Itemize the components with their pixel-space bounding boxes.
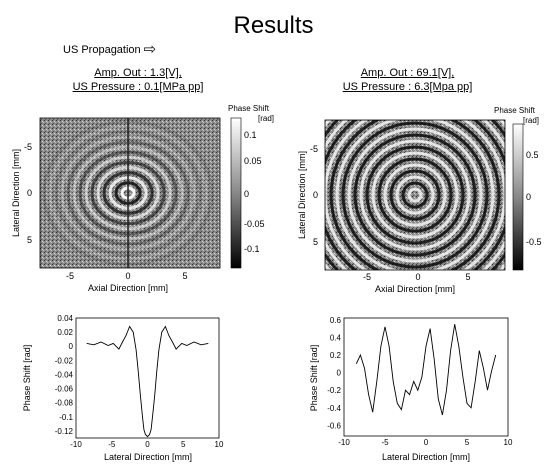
left-line-xlabel: Lateral Direction [mm]	[104, 452, 192, 462]
left-map-xlabel: Axial Direction [mm]	[88, 283, 168, 293]
left-line-plot-frame	[75, 317, 220, 439]
left-line-ytick: -0.08	[55, 399, 74, 408]
right-line-ytick: -0.6	[327, 421, 341, 430]
right-line-plot-frame	[343, 317, 509, 437]
left-xtick: -5	[66, 271, 74, 281]
right-us-pressure: US Pressure : 6.3[Mpa pp]	[342, 81, 473, 93]
left-phase-profile-line	[86, 325, 209, 438]
left-colorbar	[230, 117, 242, 269]
right-line-xtick: 10	[504, 438, 513, 447]
left-colorbar-unit: [rad]	[258, 114, 275, 123]
right-cbar-tick: 0.5	[526, 150, 539, 160]
phase-fringe	[341, 121, 489, 269]
right-line-xtick: 5	[465, 438, 470, 447]
phase-fringe	[383, 163, 447, 227]
phase-fringe	[395, 175, 435, 215]
right-line-ytick: -0.4	[327, 404, 341, 413]
left-line-xtick: 5	[181, 440, 186, 449]
left-line-xtick: -10	[70, 440, 82, 449]
right-colorbar-unit: [rad]	[523, 116, 540, 125]
right-cbar-tick: -0.5	[526, 237, 542, 247]
left-ytick: -5	[24, 142, 32, 152]
right-phase-profile-line	[355, 324, 497, 416]
right-line-xtick: 0	[424, 438, 429, 447]
phase-fringe	[407, 187, 423, 203]
left-cbar-tick: 0	[244, 189, 249, 199]
left-amp-out: Amp. Out : 1.3[V],	[94, 67, 182, 79]
phase-fringe	[365, 145, 465, 245]
phase-fringe	[329, 120, 501, 270]
phase-fringe	[377, 157, 453, 233]
right-line-ytick: 0.2	[330, 351, 342, 360]
phase-fringe	[359, 139, 471, 251]
right-ytick: -5	[310, 144, 318, 154]
left-line-ylabel: Phase Shift [rad]	[22, 345, 32, 412]
right-line-ytick: 0.6	[330, 316, 342, 325]
left-line-ytick: -0.04	[55, 370, 74, 379]
left-cbar-tick: 0.05	[244, 156, 262, 166]
page-title: Results	[233, 12, 314, 39]
right-map-xlabel: Axial Direction [mm]	[375, 284, 455, 294]
phase-fringe	[335, 120, 495, 270]
right-cbar-tick: 0	[526, 192, 531, 202]
right-xtick: -5	[363, 272, 371, 282]
left-xtick: 0	[125, 271, 130, 281]
left-phase-map	[39, 117, 221, 269]
right-line-ytick: 0.4	[330, 333, 342, 342]
left-ytick: 5	[27, 235, 32, 245]
left-line-xtick: -5	[108, 440, 116, 449]
left-line-xtick: 0	[145, 440, 150, 449]
left-xtick: 5	[182, 271, 187, 281]
left-us-pressure: US Pressure : 0.1[MPa pp]	[72, 81, 204, 93]
phase-fringe	[353, 133, 477, 257]
propagation-text: US Propagation	[63, 44, 141, 56]
propagation-label: US Propagation ⇨	[63, 40, 156, 58]
phase-fringe	[401, 181, 429, 209]
left-line-ytick: -0.12	[55, 427, 74, 436]
left-conditions: Amp. Out : 1.3[V], US Pressure : 0.1[MPa…	[38, 66, 238, 94]
left-line-ytick: 0.04	[57, 314, 73, 323]
right-xtick: 0	[415, 272, 420, 282]
phase-fringe	[389, 169, 441, 221]
arrow-right-icon: ⇨	[143, 41, 157, 58]
right-ytick: 5	[313, 237, 318, 247]
right-amp-out: Amp. Out : 69.1[V],	[360, 67, 455, 79]
left-cbar-tick: -0.1	[244, 244, 260, 254]
left-ytick: 0	[27, 188, 32, 198]
right-colorbar	[512, 123, 524, 271]
left-cbar-tick: 0.1	[244, 130, 257, 140]
right-map-ylabel: Lateral Direction [mm]	[297, 151, 307, 239]
right-line-ytick: 0	[337, 369, 342, 378]
right-conditions: Amp. Out : 69.1[V], US Pressure : 6.3[Mp…	[310, 66, 505, 94]
right-colorbar-title: Phase Shift	[494, 106, 535, 115]
right-line-xtick: -10	[338, 438, 350, 447]
right-ytick: 0	[313, 190, 318, 200]
left-cbar-tick: -0.05	[244, 219, 265, 229]
left-line-ytick: 0.02	[57, 328, 73, 337]
left-colorbar-title: Phase Shift	[228, 104, 269, 113]
left-map-ylabel: Lateral Direction [mm]	[11, 149, 21, 237]
left-line-ytick: -0.06	[55, 385, 74, 394]
right-line-ylabel: Phase Shift [rad]	[309, 345, 319, 412]
phase-fringe	[371, 151, 459, 239]
left-line-ytick: -0.1	[59, 413, 73, 422]
right-line-ytick: -0.2	[327, 386, 341, 395]
phase-fringe	[347, 127, 483, 263]
right-line-xlabel: Lateral Direction [mm]	[382, 452, 470, 462]
left-line-ytick: 0	[69, 342, 74, 351]
right-phase-map	[324, 119, 506, 271]
left-line-xtick: 10	[215, 440, 224, 449]
right-line-xtick: -5	[381, 438, 389, 447]
right-xtick: 5	[465, 272, 470, 282]
left-line-ytick: -0.02	[55, 356, 74, 365]
